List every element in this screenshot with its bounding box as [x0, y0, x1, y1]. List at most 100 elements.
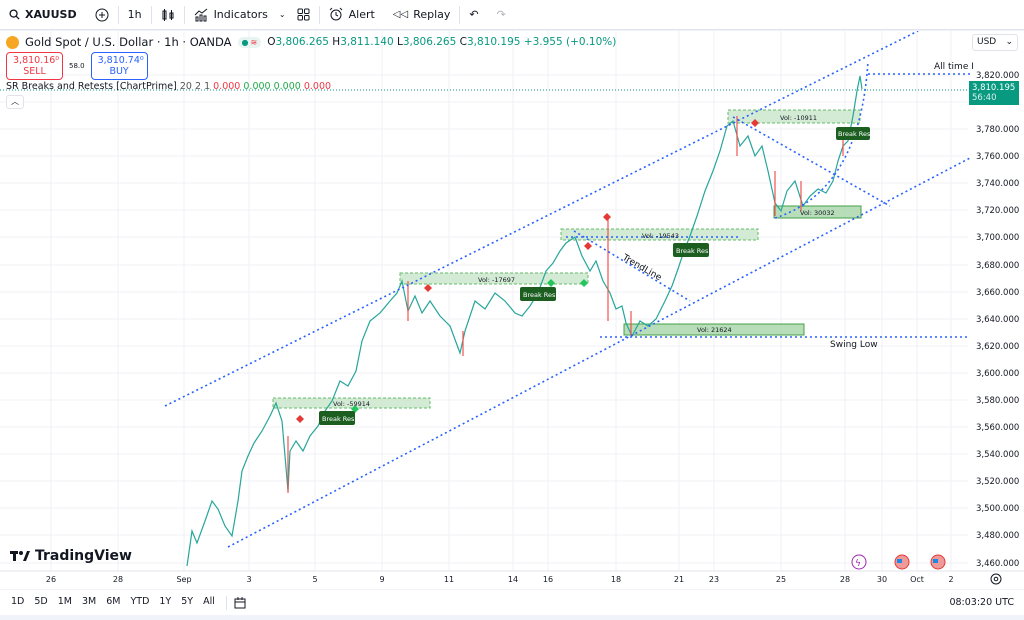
chart-canvas[interactable]: Break Res Break Res Break Res Break Res …: [0, 31, 1024, 589]
range-6m[interactable]: 6M: [106, 595, 121, 607]
swing-low-label: Swing Low: [830, 340, 878, 350]
data-icon: ≋: [250, 37, 258, 47]
range-all[interactable]: All: [203, 595, 215, 607]
svg-text:21: 21: [674, 575, 684, 584]
break-res-labels: Break Res Break Res Break Res Break Res: [319, 127, 871, 425]
indicator-value: 0.000: [243, 81, 271, 92]
alarm-clock-icon: [329, 7, 342, 21]
buy-button[interactable]: 3,810.74⁰ BUY: [90, 52, 148, 80]
svg-text:5: 5: [312, 575, 317, 584]
svg-text:9: 9: [379, 575, 384, 584]
break-res-label: Break Res: [322, 415, 355, 423]
svg-text:3,500.000: 3,500.000: [976, 504, 1019, 514]
search-icon: [9, 9, 20, 20]
settings-icon[interactable]: [990, 573, 1002, 585]
range-1y[interactable]: 1Y: [159, 595, 172, 607]
replay-button[interactable]: ◁◁ Replay: [384, 0, 460, 30]
svg-text:3,540.000: 3,540.000: [976, 450, 1019, 460]
svg-text:3,760.000: 3,760.000: [976, 152, 1019, 162]
range-5d[interactable]: 5D: [34, 595, 48, 607]
indicators-button[interactable]: Indicators: [185, 0, 277, 30]
rewind-icon: ◁◁: [392, 9, 409, 20]
tradingview-logo[interactable]: TradingView: [10, 548, 132, 564]
svg-text:28: 28: [840, 575, 850, 584]
svg-text:26: 26: [46, 575, 56, 584]
us-flag-event-icon: [894, 554, 910, 570]
range-3m[interactable]: 3M: [81, 595, 97, 607]
interval-button[interactable]: 1h: [119, 0, 151, 30]
last-price-tag: 3,810.195 56:40: [969, 81, 1019, 105]
svg-text:2: 2: [948, 575, 953, 584]
svg-text:3,600.000: 3,600.000: [976, 369, 1019, 379]
time-axis: 26 28 Sep 3 5 9 11 14 16 18 21 23 25 28 30 Oct 2: [46, 575, 954, 584]
svg-text:3,620.000: 3,620.000: [976, 342, 1019, 352]
currency-select[interactable]: USD ⌄: [972, 34, 1018, 51]
svg-text:3: 3: [246, 575, 251, 584]
svg-text:23: 23: [709, 575, 719, 584]
break-res-label: Break Res: [676, 247, 709, 255]
chart-pane[interactable]: Break Res Break Res Break Res Break Res …: [0, 31, 1024, 589]
market-status-pill[interactable]: ● ≋: [237, 36, 262, 48]
symbol-search[interactable]: XAUUSD: [0, 0, 86, 30]
chart-type-button[interactable]: [152, 0, 184, 30]
sr-zones: [272, 109, 862, 409]
zone-21624: [623, 323, 805, 336]
svg-text:3,700.000: 3,700.000: [976, 233, 1019, 243]
indicators-icon: [194, 8, 207, 21]
goto-date-icon[interactable]: [233, 596, 247, 610]
break-res-label: Break Res: [838, 130, 871, 138]
svg-text:3,820.000: 3,820.000: [976, 71, 1019, 81]
undo-button[interactable]: ↶: [460, 0, 487, 30]
us-flag-event-icon: [930, 554, 946, 570]
currency-value: USD: [977, 37, 997, 47]
zone-label: Vol: -59914: [333, 400, 370, 408]
brand-name: TradingView: [35, 548, 132, 564]
alert-button[interactable]: Alert: [320, 0, 384, 30]
svg-text:3,520.000: 3,520.000: [976, 477, 1019, 487]
svg-text:3,680.000: 3,680.000: [976, 261, 1019, 271]
svg-text:3,720.000: 3,720.000: [976, 206, 1019, 216]
collapse-legend-button[interactable]: ︿: [6, 95, 24, 109]
spread-value: 58.0: [69, 62, 85, 70]
layouts-button[interactable]: [288, 0, 319, 30]
redo-icon: ↷: [496, 8, 506, 21]
svg-text:3,460.000: 3,460.000: [976, 559, 1019, 569]
symbol-title: Gold Spot / U.S. Dollar · 1h · OANDA: [25, 35, 232, 49]
clock[interactable]: 08:03:20 UTC: [949, 597, 1014, 608]
earnings-flash-icon: ϟ: [851, 554, 867, 570]
zone-label: Vol: 30032: [800, 209, 835, 217]
last-price: 3,810.195: [972, 83, 1016, 93]
grid-lines: [0, 31, 968, 571]
indicator-legend[interactable]: SR Breaks and Retests [ChartPrime] 20 2 …: [6, 81, 331, 92]
svg-text:3,780.000: 3,780.000: [976, 125, 1019, 135]
alert-label: Alert: [348, 8, 375, 21]
replay-label: Replay: [413, 8, 451, 21]
svg-text:Oct: Oct: [910, 575, 924, 584]
svg-text:3,740.000: 3,740.000: [976, 179, 1019, 189]
range-1m[interactable]: 1M: [57, 595, 72, 607]
indicators-dropdown[interactable]: ⌄: [277, 0, 288, 30]
range-1d[interactable]: 1D: [11, 595, 25, 607]
market-open-dot-icon: ●: [241, 37, 249, 47]
range-ytd[interactable]: YTD: [130, 595, 150, 607]
layout-grid-icon: [297, 8, 310, 21]
ohlc-values: O3,806.265 H3,811.140 L3,806.265 C3,810.…: [267, 36, 617, 48]
compare-symbol-button[interactable]: [86, 0, 118, 30]
top-toolbar: XAUUSD 1h Indicators ⌄ Alert ◁◁ Replay ↶…: [0, 0, 1024, 30]
ath-label: All time I: [934, 62, 974, 72]
bottom-toolbar: 1D 5D 1M 3M 6M YTD 1Y 5Y All 08:03:20 UT…: [0, 590, 1024, 615]
zone-label: Vol: 21624: [697, 326, 732, 334]
chevron-down-icon: ⌄: [1005, 37, 1013, 47]
svg-text:3,640.000: 3,640.000: [976, 315, 1019, 325]
svg-text:3,480.000: 3,480.000: [976, 531, 1019, 541]
range-5y[interactable]: 5Y: [181, 595, 194, 607]
redo-button[interactable]: ↷: [488, 0, 515, 30]
svg-text:3,560.000: 3,560.000: [976, 423, 1019, 433]
candles-icon: [162, 8, 174, 21]
chevron-down-icon: ⌄: [278, 10, 286, 19]
undo-icon: ↶: [469, 8, 479, 21]
sell-button[interactable]: 3,810.16⁰ SELL: [6, 52, 63, 80]
indicator-value: 0.000: [273, 81, 301, 92]
svg-text:3,580.000: 3,580.000: [976, 396, 1019, 406]
break-res-label: Break Res: [523, 291, 556, 299]
